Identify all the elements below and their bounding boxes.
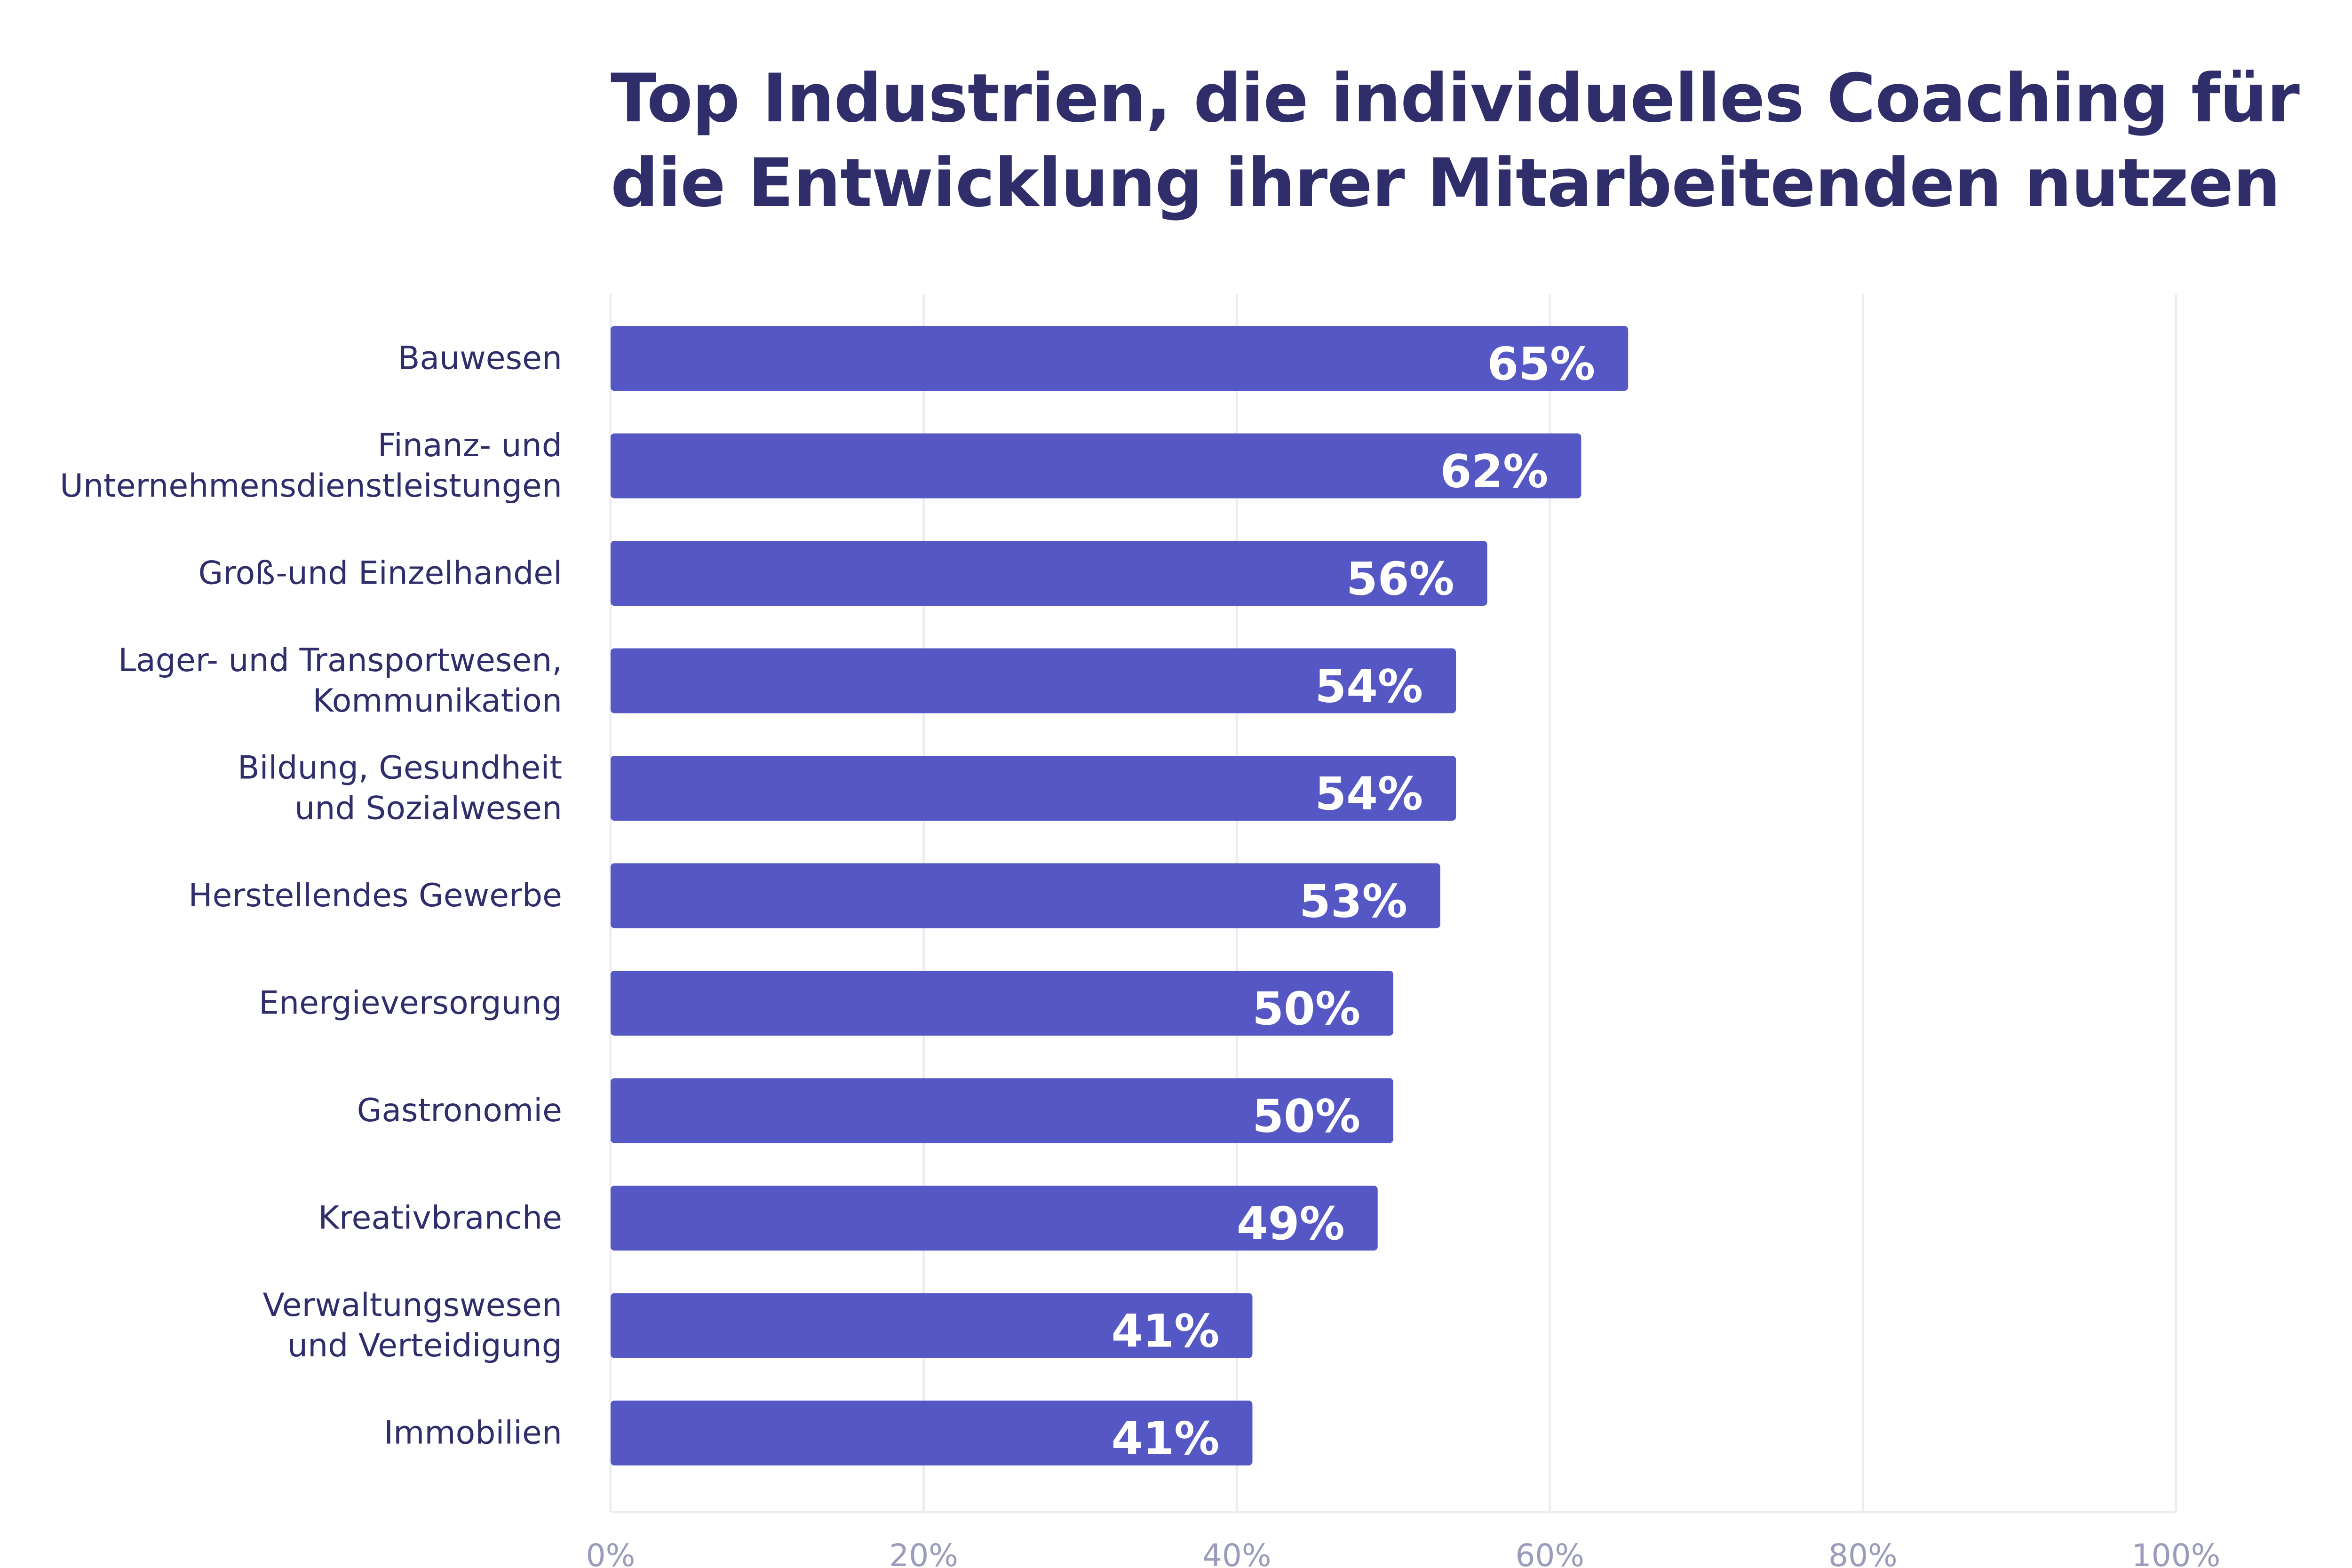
bar-3 <box>611 541 1487 606</box>
category-label-2-line-1: Finanz- und <box>378 427 562 464</box>
value-label-8: 50% <box>1252 1090 1360 1143</box>
value-label-1: 65% <box>1487 338 1595 390</box>
value-labels: 65% 62% 56% 54% 54% 53% 50% 50% 49% 41% 41% <box>1112 338 1596 1465</box>
bar-4 <box>611 648 1456 713</box>
x-tick-label-100: 100% <box>2132 1537 2221 1568</box>
bars <box>611 326 1629 1465</box>
chart-title: Top Industrien, die individuelles Coachi… <box>611 60 2300 222</box>
x-tick-label-80: 80% <box>1828 1537 1898 1568</box>
value-label-4: 54% <box>1315 660 1423 713</box>
category-label-5-line-1: Bildung, Gesundheit <box>238 750 562 787</box>
category-label-1: Bauwesen <box>398 340 562 377</box>
bar-9 <box>611 1186 1378 1251</box>
bar-1 <box>611 326 1629 391</box>
value-label-11: 41% <box>1112 1412 1220 1465</box>
value-label-7: 50% <box>1252 982 1360 1035</box>
value-label-9: 49% <box>1237 1197 1345 1250</box>
value-label-3: 56% <box>1346 553 1454 605</box>
bar-6 <box>611 863 1440 928</box>
category-label-11: Immobilien <box>384 1415 562 1452</box>
category-label-7: Energieversorgung <box>259 985 562 1022</box>
x-tick-label-40: 40% <box>1202 1537 1271 1568</box>
bar-10 <box>611 1293 1253 1358</box>
bar-8 <box>611 1078 1393 1143</box>
value-label-5: 54% <box>1315 768 1423 820</box>
bar-2 <box>611 433 1581 499</box>
category-label-10-line-2: und Verteidigung <box>287 1327 562 1364</box>
category-labels: Bauwesen Finanz- undUnternehmensdienstlei… <box>60 340 562 1452</box>
category-label-4-line-2: Kommunikation <box>313 682 563 720</box>
bar-11 <box>611 1401 1253 1465</box>
bar-5 <box>611 756 1456 821</box>
value-label-10: 41% <box>1112 1305 1220 1358</box>
category-label-5-line-2: und Sozialwesen <box>294 790 562 827</box>
category-label-10-line-1: Verwaltungswesen <box>263 1287 562 1324</box>
bar-7 <box>611 971 1393 1036</box>
category-label-4-line-1: Lager- und Transportwesen, <box>118 642 562 679</box>
category-label-6: Herstellendes Gewerbe <box>188 877 562 914</box>
x-tick-label-0: 0% <box>586 1537 636 1568</box>
category-label-3: Groß-und Einzelhandel <box>199 555 563 592</box>
value-label-2: 62% <box>1440 445 1549 498</box>
category-label-2-line-2: Unternehmensdienstleistungen <box>60 467 562 505</box>
category-label-9: Kreativbranche <box>318 1200 562 1237</box>
x-tick-label-20: 20% <box>889 1537 958 1568</box>
value-label-6: 53% <box>1299 875 1407 928</box>
x-tick-label-60: 60% <box>1515 1537 1584 1568</box>
category-label-8: Gastronomie <box>357 1092 562 1129</box>
x-axis: 0% 20% 40% 60% 80% 100% <box>586 1511 2221 1568</box>
